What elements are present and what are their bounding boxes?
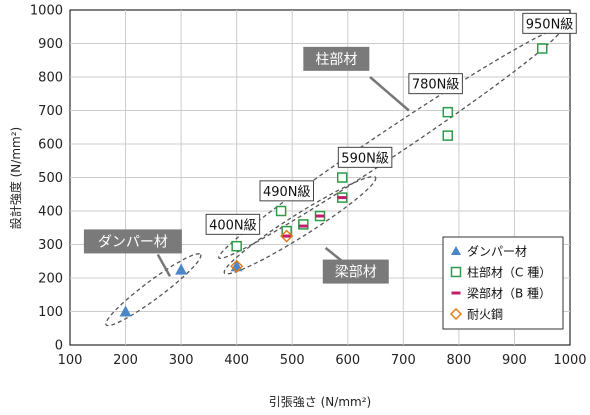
y-tick-label: 300 — [38, 238, 63, 253]
y-tick-label: 800 — [38, 71, 63, 86]
point-damper — [119, 305, 132, 317]
point-beam — [298, 224, 308, 228]
legend-marker-column — [450, 266, 462, 278]
point-column — [298, 219, 309, 230]
x-tick-label: 700 — [391, 353, 416, 368]
y-tick-label: 400 — [38, 205, 63, 220]
point-fireproof — [230, 259, 244, 273]
callout-label: 柱部材 — [315, 52, 357, 68]
point-column — [336, 172, 348, 183]
x-tick-label: 1000 — [553, 353, 586, 368]
legend-label: 柱部材（C 種） — [467, 265, 551, 280]
point-beam — [315, 214, 325, 218]
x-tick-label: 900 — [502, 353, 527, 368]
legend-label: 梁部材（B 種） — [467, 286, 551, 301]
grade-label-box — [408, 73, 463, 95]
y-axis-title: 設計強度 (N/mm²) — [8, 127, 23, 229]
y-tick-label: 100 — [38, 305, 63, 320]
x-tick-label: 600 — [335, 353, 360, 368]
point-column — [442, 106, 454, 118]
ellipse-beam — [223, 175, 377, 275]
grade-label-box — [259, 180, 314, 202]
point-beam — [337, 196, 347, 200]
legend-marker-beam — [451, 291, 461, 295]
callout-label: 梁部材 — [335, 265, 377, 281]
x-axis-title: 引張強さ (N/mm²) — [269, 395, 371, 409]
grade-label: 780N級 — [412, 78, 460, 93]
grade-labels: 400N級 490N級 590N級 780N級 950N級 — [205, 12, 577, 235]
legend-marker-damper — [451, 246, 461, 255]
data-marks — [119, 43, 548, 317]
leader-damper — [156, 253, 172, 277]
callout-box — [83, 229, 182, 254]
grade-label-box — [205, 213, 261, 235]
leader-beam — [324, 246, 344, 263]
x-tick-label: 300 — [169, 353, 194, 368]
y-tick-label: 1000 — [30, 4, 63, 19]
callout-label: ダンパー材 — [98, 234, 168, 250]
x-tick-label: 400 — [224, 353, 249, 368]
grade-label: 400N級 — [209, 218, 257, 233]
x-tick-label: 200 — [113, 353, 138, 368]
grade-label-box — [522, 12, 577, 34]
tick-labels: 100 200 300 400 500 600 700 800 900 1000010020030… — [30, 4, 587, 369]
callout-box — [322, 259, 389, 284]
leader-column — [369, 76, 410, 112]
grade-label: 590N級 — [341, 151, 389, 166]
y-tick-label: 600 — [38, 138, 63, 153]
callout-box — [303, 46, 370, 71]
point-column — [231, 240, 242, 252]
ellipse-damper — [105, 253, 202, 327]
grade-label: 490N級 — [263, 185, 311, 200]
y-tick-label: 0 — [55, 339, 63, 354]
point-column — [536, 43, 548, 54]
legend-box — [442, 236, 564, 330]
y-tick-label: 200 — [38, 272, 63, 287]
point-damper — [175, 263, 188, 275]
point-fireproof — [280, 229, 294, 243]
x-tick-label: 500 — [280, 353, 305, 368]
y-tick-label: 500 — [38, 171, 63, 186]
y-tick-label: 700 — [38, 104, 63, 119]
point-column — [442, 130, 454, 141]
grade-label: 950N級 — [526, 17, 574, 32]
x-tick-label: 800 — [446, 353, 471, 368]
legend-label: 耐火鋼 — [467, 308, 503, 322]
point-column — [275, 205, 287, 217]
y-tick-label: 900 — [38, 37, 63, 52]
grade-label-box — [337, 146, 393, 168]
x-tick-label: 100 — [58, 353, 83, 368]
legend-label: ダンパー材 — [467, 244, 527, 259]
legend-marker-fireproof — [449, 307, 463, 321]
point-beam — [282, 234, 292, 238]
